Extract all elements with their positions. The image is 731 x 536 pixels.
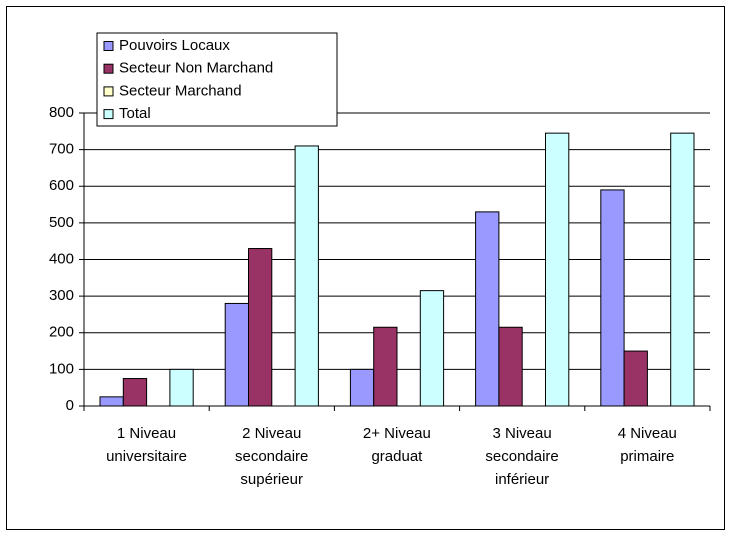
legend-label: Pouvoirs Locaux [119,37,230,54]
legend-box [96,32,338,127]
bar [122,378,148,407]
x-tick-label: 4 Niveau primaire [617,425,677,465]
legend-label: Total [119,105,151,122]
x-tick-label: 1 Niveau universitaire [106,425,187,465]
legend-label: Secteur Marchand [119,82,242,99]
y-tick-label: 500 [49,214,74,231]
x-tick-label: 2+ Niveau graduat [362,425,431,465]
y-tick-label: 800 [49,104,74,121]
bar [670,132,695,407]
y-tick-label: 100 [49,360,74,377]
bar [545,132,570,407]
legend-swatch [103,109,114,120]
bar [248,248,273,407]
legend-label: Secteur Non Marchand [119,60,273,77]
bar [475,211,500,407]
y-tick-label: 300 [49,287,74,304]
bar [224,302,249,407]
legend-swatch [103,63,114,74]
y-tick-label: 700 [49,141,74,158]
legend-swatch [103,41,114,51]
x-tick-label: 2 Niveau secondaire supérieur [234,425,309,488]
y-tick-label: 600 [49,177,74,194]
bar [373,326,398,407]
bar [349,368,375,407]
bar [623,350,648,407]
legend-swatch [103,86,114,97]
bar [169,368,194,407]
x-tick-label: 3 Niveau secondaire inférieur [485,425,559,488]
bar [600,189,625,407]
bar [498,326,523,407]
y-tick-label: 200 [49,324,74,341]
bar [419,290,445,407]
y-tick-label: 0 [66,397,74,414]
bar [99,396,124,407]
bar [294,145,319,407]
y-tick-label: 400 [49,250,74,267]
